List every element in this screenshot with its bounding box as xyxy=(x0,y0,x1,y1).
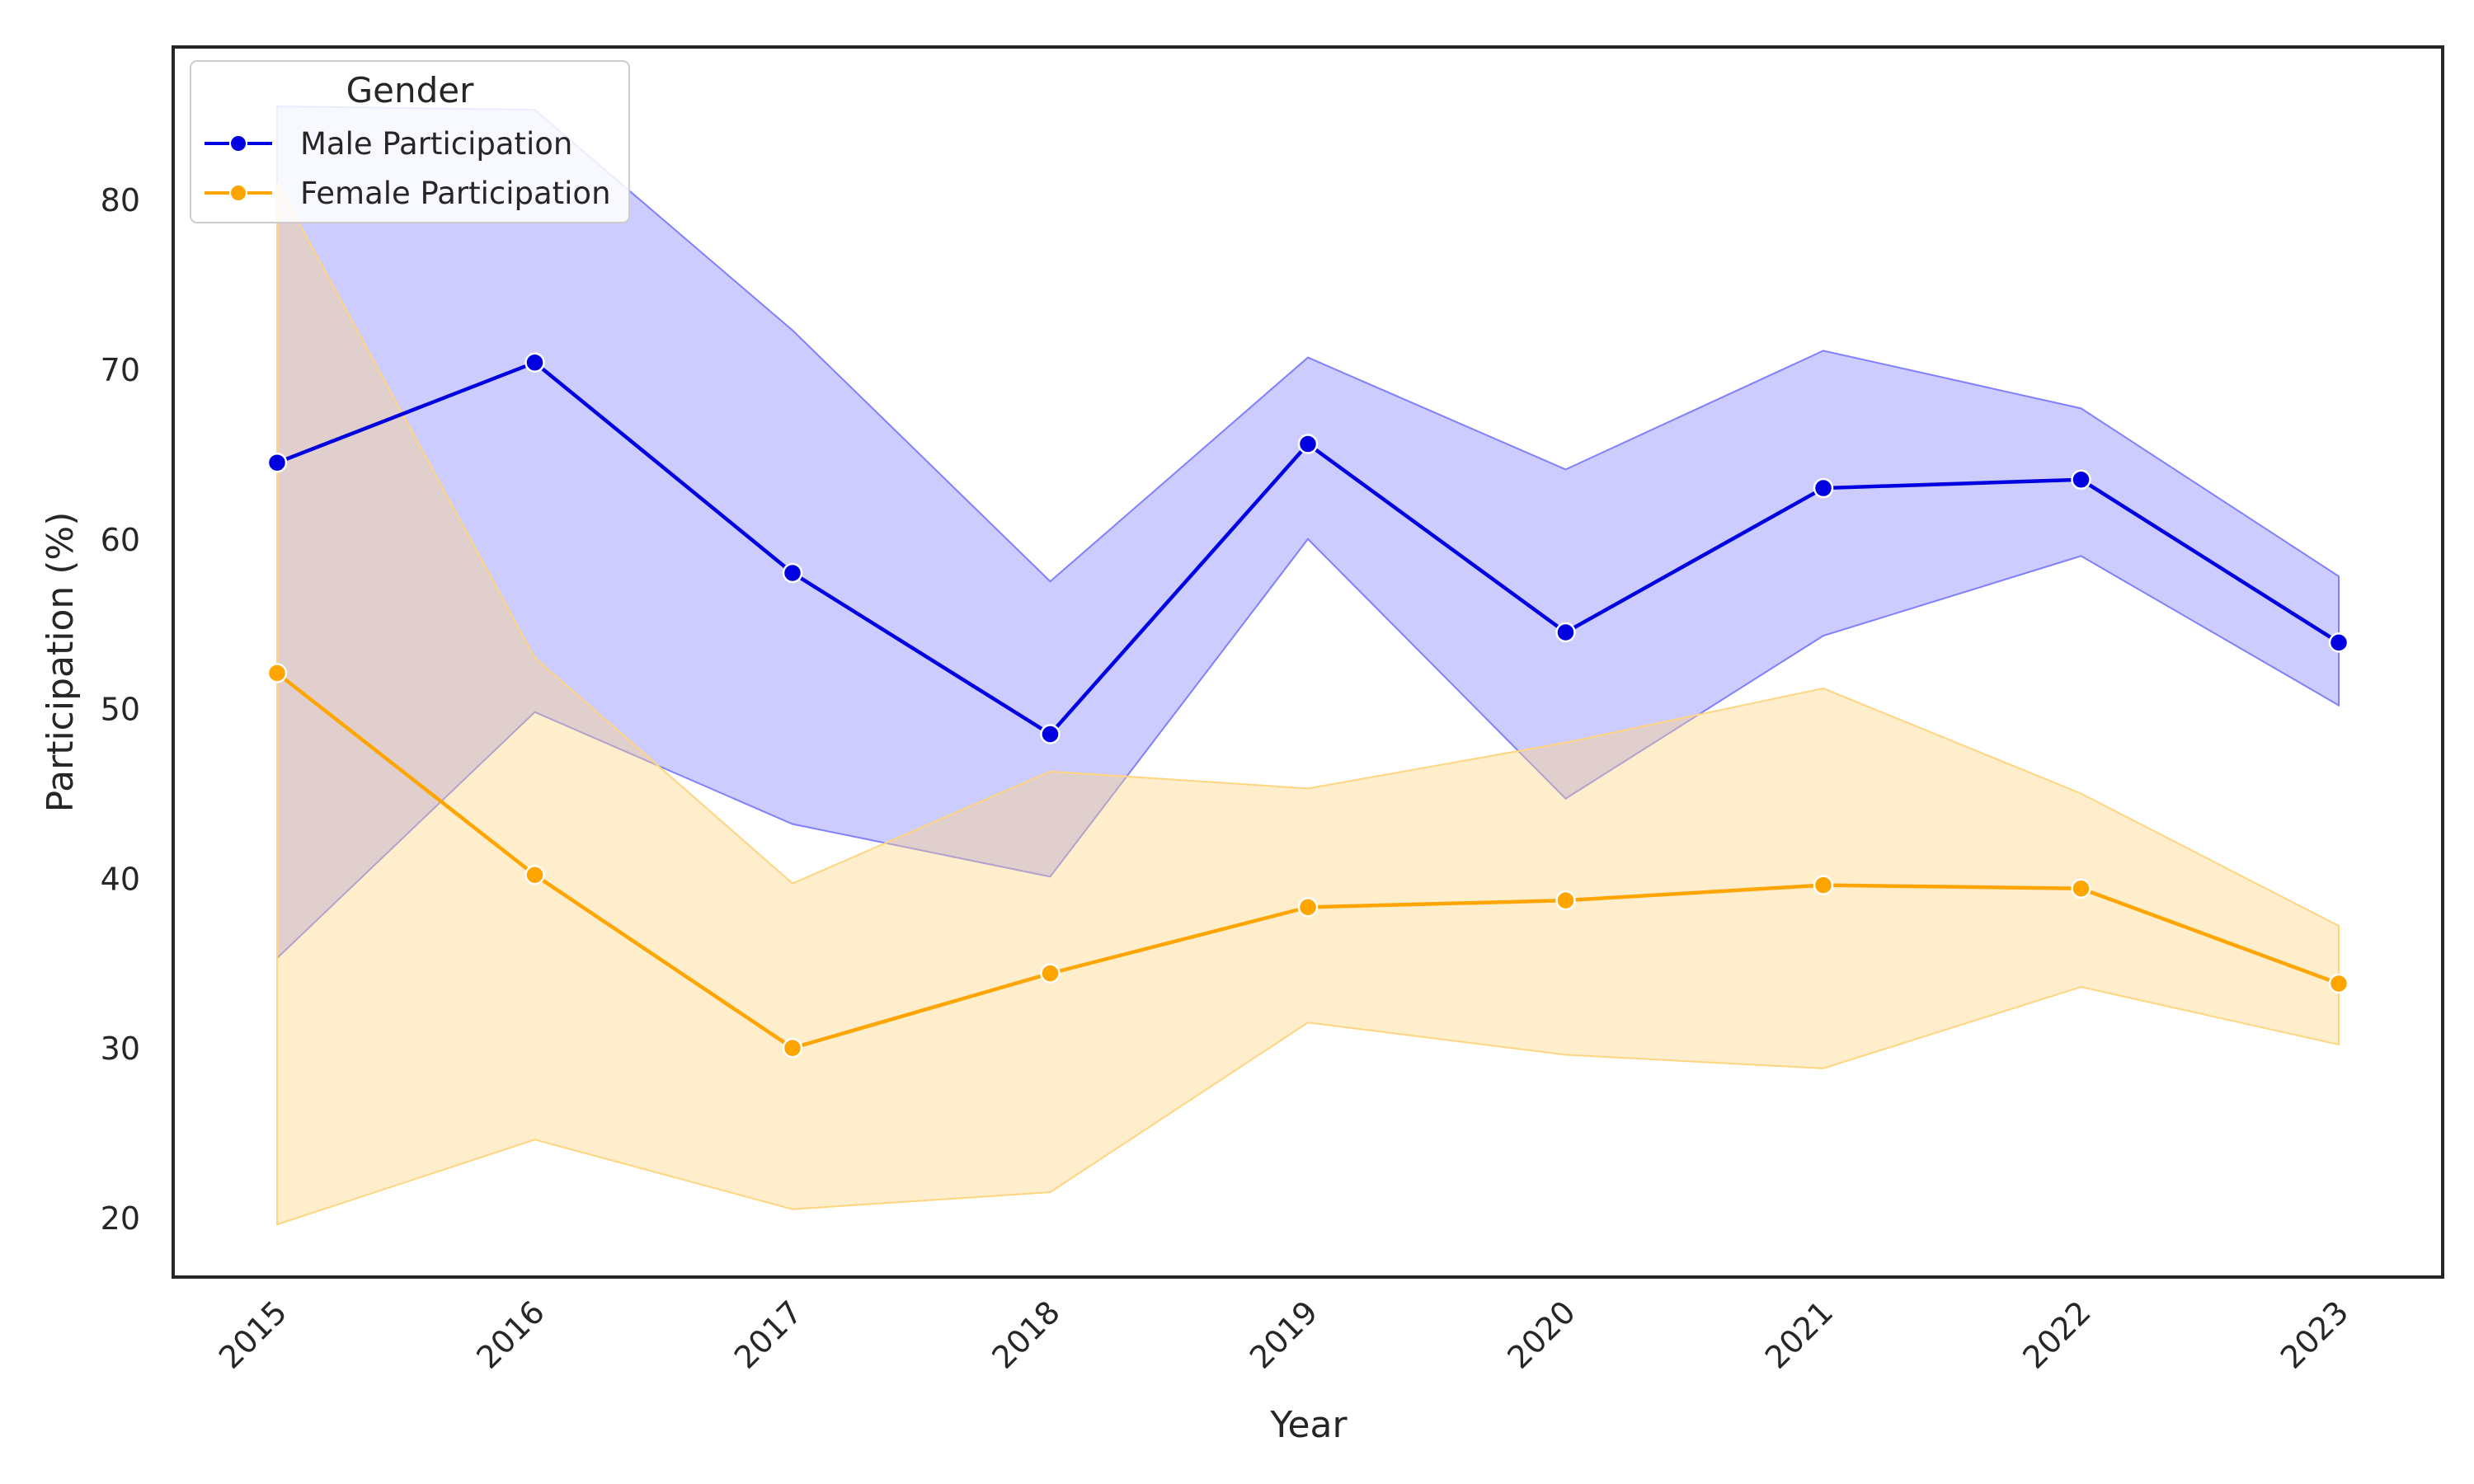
y-tick-label: 30 xyxy=(101,1031,140,1067)
point-female-2019 xyxy=(1297,897,1319,918)
y-tick-label: 50 xyxy=(101,692,140,728)
point-male-2020 xyxy=(1555,622,1576,643)
y-tick-label: 20 xyxy=(101,1200,140,1237)
y-tick-label: 40 xyxy=(101,861,140,897)
y-axis-title: Participation (%) xyxy=(40,512,82,813)
x-axis-title: Year xyxy=(1269,1404,1348,1446)
point-male-2021 xyxy=(1813,477,1834,499)
ci-band-female xyxy=(276,182,2340,1226)
point-male-2017 xyxy=(782,562,803,584)
point-male-2016 xyxy=(524,352,545,373)
point-female-2018 xyxy=(1040,963,1061,984)
point-female-2016 xyxy=(524,865,545,885)
ci-band-male xyxy=(276,106,2340,960)
y-tick-label: 70 xyxy=(101,352,140,388)
point-male-2023 xyxy=(2328,632,2349,653)
y-axis-ticks: 20 30 40 50 60 70 80 xyxy=(101,182,140,1237)
y-tick-label: 80 xyxy=(101,182,140,218)
legend-box xyxy=(190,60,630,223)
legend: Gender Male Participation Female Partici… xyxy=(190,60,630,223)
point-female-2023 xyxy=(2328,973,2349,994)
point-female-2015 xyxy=(266,663,288,683)
series-markers xyxy=(266,352,2349,1059)
legend-label-female: Female Participation xyxy=(300,176,611,211)
y-tick-label: 60 xyxy=(101,522,140,558)
point-female-2020 xyxy=(1555,890,1576,911)
point-female-2022 xyxy=(2071,878,2091,899)
point-male-2015 xyxy=(266,452,288,473)
legend-title: Gender xyxy=(346,70,475,110)
point-male-2022 xyxy=(2071,469,2091,491)
point-male-2018 xyxy=(1040,724,1061,744)
point-female-2017 xyxy=(782,1037,803,1059)
legend-marker-female xyxy=(229,184,247,202)
point-female-2021 xyxy=(1813,875,1834,895)
confidence-bands xyxy=(276,106,2340,1226)
legend-label-male: Male Participation xyxy=(300,126,572,162)
legend-marker-male xyxy=(229,134,247,153)
point-male-2019 xyxy=(1297,434,1319,454)
plot-frame xyxy=(172,45,2444,1279)
